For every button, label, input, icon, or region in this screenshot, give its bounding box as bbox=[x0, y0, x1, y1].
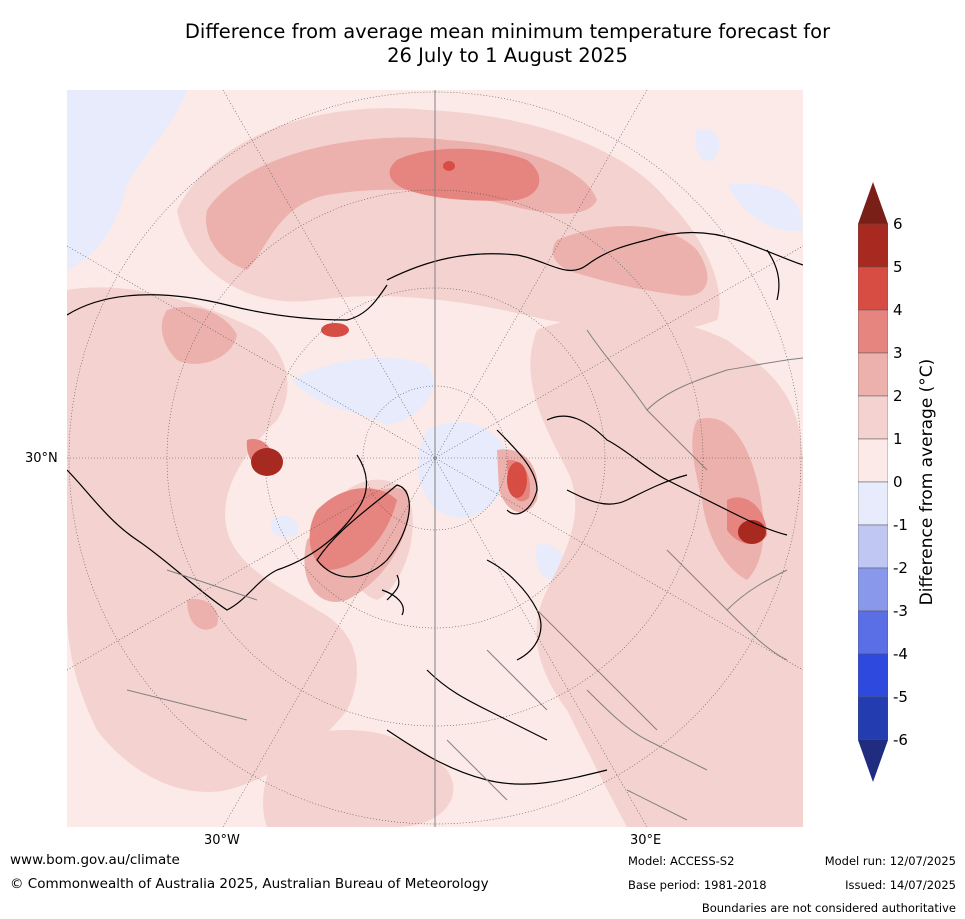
country-borders bbox=[126, 329, 803, 821]
colorbar-tick-label: 4 bbox=[893, 301, 903, 319]
title-line-1: Difference from average mean minimum tem… bbox=[184, 20, 831, 43]
anomaly-1-2-region bbox=[263, 730, 454, 827]
colorbar-tick-label: -3 bbox=[893, 602, 908, 620]
colorbar-tick-label: -2 bbox=[893, 559, 908, 577]
colorbar-tick-label: 6 bbox=[893, 215, 903, 233]
issued-text: Issued: 14/07/2025 bbox=[845, 878, 956, 892]
colorbar-segment bbox=[857, 395, 889, 440]
colorbar-title-text: Difference from average (°C) bbox=[917, 358, 937, 606]
colorbar-graphic bbox=[857, 182, 889, 782]
neg-anomaly-region bbox=[271, 515, 298, 537]
colorbar-tick-label: 3 bbox=[893, 344, 903, 362]
colorbar-extend-max bbox=[858, 182, 888, 224]
anomaly-4-5-hotspot bbox=[321, 323, 349, 337]
forecast-map bbox=[67, 90, 803, 827]
disclaimer-text: Boundaries are not considered authoritat… bbox=[701, 901, 956, 915]
anomaly-2-3-region bbox=[187, 599, 218, 630]
model-run-text: Model run: 12/07/2025 bbox=[824, 854, 956, 868]
colorbar-segment bbox=[857, 481, 889, 526]
anomaly-2-3-region bbox=[552, 226, 708, 296]
neg-anomaly-region bbox=[292, 357, 434, 425]
anomaly-4-5-hotspot bbox=[507, 462, 527, 498]
colorbar-segment bbox=[857, 696, 889, 741]
neg-anomaly-region bbox=[727, 183, 803, 231]
longitude-label-30e: 30°E bbox=[630, 833, 662, 848]
colorbar-segment bbox=[857, 223, 889, 268]
colorbar bbox=[857, 182, 889, 782]
colorbar-tick-label: -1 bbox=[893, 516, 908, 534]
colorbar-segment bbox=[857, 352, 889, 397]
model-text: Model: ACCESS-S2 bbox=[628, 854, 735, 868]
colorbar-segment bbox=[857, 266, 889, 311]
neg-anomaly-region bbox=[418, 422, 512, 518]
anomaly-3-4-region bbox=[309, 488, 397, 570]
graticule bbox=[67, 90, 803, 827]
neg-anomaly-region bbox=[695, 129, 720, 161]
colorbar-segment bbox=[857, 653, 889, 698]
colorbar-segment bbox=[857, 438, 889, 483]
anomaly-5-6-hotspot bbox=[738, 520, 766, 544]
colorbar-segment bbox=[857, 524, 889, 569]
colorbar-segment bbox=[857, 567, 889, 612]
anomaly-4-5-hotspot bbox=[443, 161, 455, 171]
anomaly-2-3-region bbox=[161, 306, 237, 364]
colorbar-tick-label: 1 bbox=[893, 430, 903, 448]
colorbar-segment bbox=[857, 610, 889, 655]
colorbar-tick-label: 0 bbox=[893, 473, 903, 491]
longitude-label-30w: 30°W bbox=[204, 833, 240, 848]
title-line-2: 26 July to 1 August 2025 bbox=[387, 44, 628, 67]
anomaly-1-2-region bbox=[67, 287, 357, 792]
colorbar-tick-label: 2 bbox=[893, 387, 903, 405]
colorbar-segment bbox=[857, 309, 889, 354]
colorbar-extend-min bbox=[858, 740, 888, 782]
colorbar-tick-label: -4 bbox=[893, 645, 908, 663]
neg-anomaly-region bbox=[67, 90, 187, 270]
website-link[interactable]: www.bom.gov.au/climate bbox=[10, 852, 180, 868]
anomaly-5-6-hotspot bbox=[251, 448, 283, 476]
base-period-text: Base period: 1981-2018 bbox=[628, 878, 767, 892]
copyright-text: © Commonwealth of Australia 2025, Austra… bbox=[10, 876, 489, 892]
colorbar-tick-label: 5 bbox=[893, 258, 903, 276]
anomaly-3-4-region bbox=[389, 148, 540, 201]
colorbar-tick-label: -5 bbox=[893, 688, 908, 706]
map-canvas bbox=[67, 90, 803, 827]
map-title: Difference from average mean minimum tem… bbox=[100, 20, 915, 68]
coastlines bbox=[67, 231, 803, 785]
latitude-label-30n: 30°N bbox=[25, 451, 58, 466]
colorbar-tick-label: -6 bbox=[893, 731, 908, 749]
